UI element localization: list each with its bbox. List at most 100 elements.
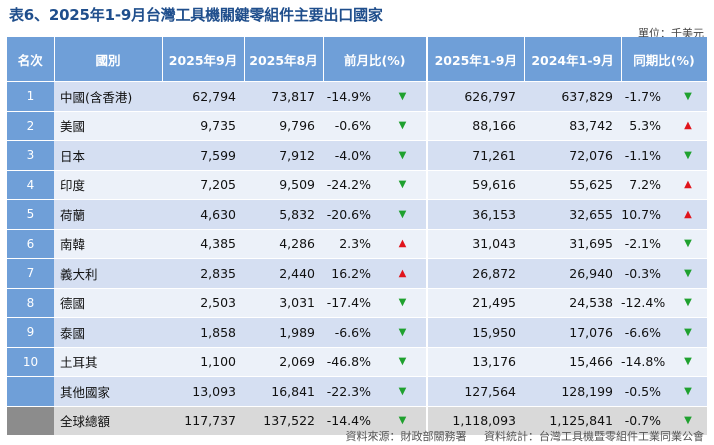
data-source-text: 資料來源：財政部關務署 [345, 430, 467, 443]
mom-value-cell: 2.3% [323, 228, 379, 259]
ytd-2025-cell: 1,118,093 [426, 405, 525, 435]
mom-arrow-icon: ▼ [379, 81, 428, 111]
sep-2025-cell: 9,735 [162, 110, 244, 141]
aug-2025-cell: 5,832 [244, 199, 323, 229]
source-note: 資料來源：財政部關務署 資料統計：台灣工具機暨零組件工業同業公會 [346, 428, 705, 444]
yoy-value-cell: -1.1% [621, 140, 670, 170]
country-cell: 印度 [54, 169, 162, 200]
yoy-value-cell: -0.7% [621, 405, 670, 435]
sep-2025-cell: 4,385 [162, 228, 244, 259]
mom-value-cell: 16.2% [323, 258, 379, 288]
country-cell: 全球總額 [54, 405, 162, 435]
yoy-value-cell: -14.8% [621, 346, 670, 377]
total-row: 全球總額 117,737 137,522 -14.4% ▼ 1,118,093 1,125,… [7, 405, 708, 435]
aug-2025-cell: 9,509 [244, 169, 323, 200]
header-mom: 前月比(%) [323, 37, 428, 82]
mom-arrow-icon: ▼ [379, 140, 428, 170]
mom-arrow-icon: ▼ [379, 317, 428, 347]
country-cell: 日本 [54, 140, 162, 170]
country-cell: 德國 [54, 287, 162, 318]
sep-2025-cell: 1,858 [162, 317, 244, 347]
aug-2025-cell: 3,031 [244, 287, 323, 318]
ytd-2024-cell: 72,076 [524, 140, 622, 170]
mom-arrow-icon: ▼ [379, 287, 428, 318]
ytd-2025-cell: 15,950 [426, 317, 525, 347]
mom-value-cell: -6.6% [323, 317, 379, 347]
ytd-2024-cell: 637,829 [524, 81, 622, 111]
ytd-2024-cell: 24,538 [524, 287, 622, 318]
yoy-arrow-icon: ▼ [669, 287, 708, 318]
mom-arrow-icon: ▼ [379, 110, 428, 141]
mom-value-cell: -24.2% [323, 169, 379, 200]
mom-arrow-icon: ▼ [379, 405, 428, 435]
yoy-value-cell: 7.2% [621, 169, 670, 200]
yoy-arrow-icon: ▼ [669, 376, 708, 406]
mom-value-cell: -14.9% [323, 81, 379, 111]
mom-value-cell: -17.4% [323, 287, 379, 318]
yoy-arrow-icon: ▼ [669, 405, 708, 435]
rank-cell: 3 [7, 140, 54, 170]
mom-value-cell: -14.4% [323, 405, 379, 435]
yoy-arrow-icon: ▲ [669, 199, 708, 229]
yoy-value-cell: -1.7% [621, 81, 670, 111]
rank-cell: 4 [7, 169, 54, 200]
ytd-2024-cell: 32,655 [524, 199, 622, 229]
header-sep-2025: 2025年9月 [162, 37, 245, 82]
mom-value-cell: -46.8% [323, 346, 379, 377]
aug-2025-cell: 2,440 [244, 258, 323, 288]
country-cell: 美國 [54, 110, 162, 141]
table-row: 3 日本 7,599 7,912 -4.0% ▼ 71,261 72,076 -1.1% ▼ [7, 140, 708, 170]
mom-arrow-icon: ▼ [379, 199, 428, 229]
rank-cell: 5 [7, 199, 54, 229]
mom-value-cell: -4.0% [323, 140, 379, 170]
yoy-arrow-icon: ▼ [669, 317, 708, 347]
sep-2025-cell: 2,503 [162, 287, 244, 318]
ytd-2024-cell: 1,125,841 [524, 405, 622, 435]
mom-arrow-icon: ▼ [379, 169, 428, 200]
sep-2025-cell: 7,205 [162, 169, 244, 200]
ytd-2025-cell: 88,166 [426, 110, 525, 141]
yoy-value-cell: -12.4% [621, 287, 670, 318]
aug-2025-cell: 16,841 [244, 376, 323, 406]
ytd-2025-cell: 36,153 [426, 199, 525, 229]
ytd-2024-cell: 55,625 [524, 169, 622, 200]
table-title: 表6、2025年1-9月台灣工具機關鍵零組件主要出口國家 [9, 6, 383, 24]
sep-2025-cell: 2,835 [162, 258, 244, 288]
table-row: 8 德國 2,503 3,031 -17.4% ▼ 21,495 24,538 -12.4% ▼ [7, 287, 708, 318]
mom-arrow-icon: ▼ [379, 346, 428, 377]
sep-2025-cell: 7,599 [162, 140, 244, 170]
ytd-2025-cell: 31,043 [426, 228, 525, 259]
mom-arrow-icon: ▼ [379, 376, 428, 406]
ytd-2025-cell: 21,495 [426, 287, 525, 318]
aug-2025-cell: 7,912 [244, 140, 323, 170]
ytd-2024-cell: 128,199 [524, 376, 622, 406]
country-cell: 土耳其 [54, 346, 162, 377]
ytd-2025-cell: 127,564 [426, 376, 525, 406]
mom-value-cell: -0.6% [323, 110, 379, 141]
yoy-value-cell: -6.6% [621, 317, 670, 347]
table-row: 9 泰國 1,858 1,989 -6.6% ▼ 15,950 17,076 -6.6% ▼ [7, 317, 708, 347]
country-cell: 義大利 [54, 258, 162, 288]
country-cell: 荷蘭 [54, 199, 162, 229]
yoy-value-cell: 10.7% [621, 199, 670, 229]
aug-2025-cell: 9,796 [244, 110, 323, 141]
ytd-2025-cell: 13,176 [426, 346, 525, 377]
aug-2025-cell: 137,522 [244, 405, 323, 435]
table-row: 10 土耳其 1,100 2,069 -46.8% ▼ 13,176 15,466 -14.8%… [7, 346, 708, 377]
header-ytd-2025: 2025年1-9月 [426, 37, 525, 82]
mom-value-cell: -22.3% [323, 376, 379, 406]
sep-2025-cell: 1,100 [162, 346, 244, 377]
yoy-arrow-icon: ▼ [669, 140, 708, 170]
table-row: 6 南韓 4,385 4,286 2.3% ▲ 31,043 31,695 -2.1% ▼ [7, 228, 708, 259]
sep-2025-cell: 4,630 [162, 199, 244, 229]
table-row: 其他國家 13,093 16,841 -22.3% ▼ 127,564 128,199 -0.… [7, 376, 708, 406]
rank-cell: 2 [7, 110, 54, 141]
sep-2025-cell: 13,093 [162, 376, 244, 406]
rank-cell [7, 405, 54, 435]
rank-cell: 6 [7, 228, 54, 259]
compiled-by-text: 資料統計：台灣工具機暨零組件工業同業公會 [484, 430, 704, 443]
yoy-value-cell: -2.1% [621, 228, 670, 259]
ytd-2024-cell: 26,940 [524, 258, 622, 288]
ytd-2025-cell: 59,616 [426, 169, 525, 200]
ytd-2025-cell: 26,872 [426, 258, 525, 288]
